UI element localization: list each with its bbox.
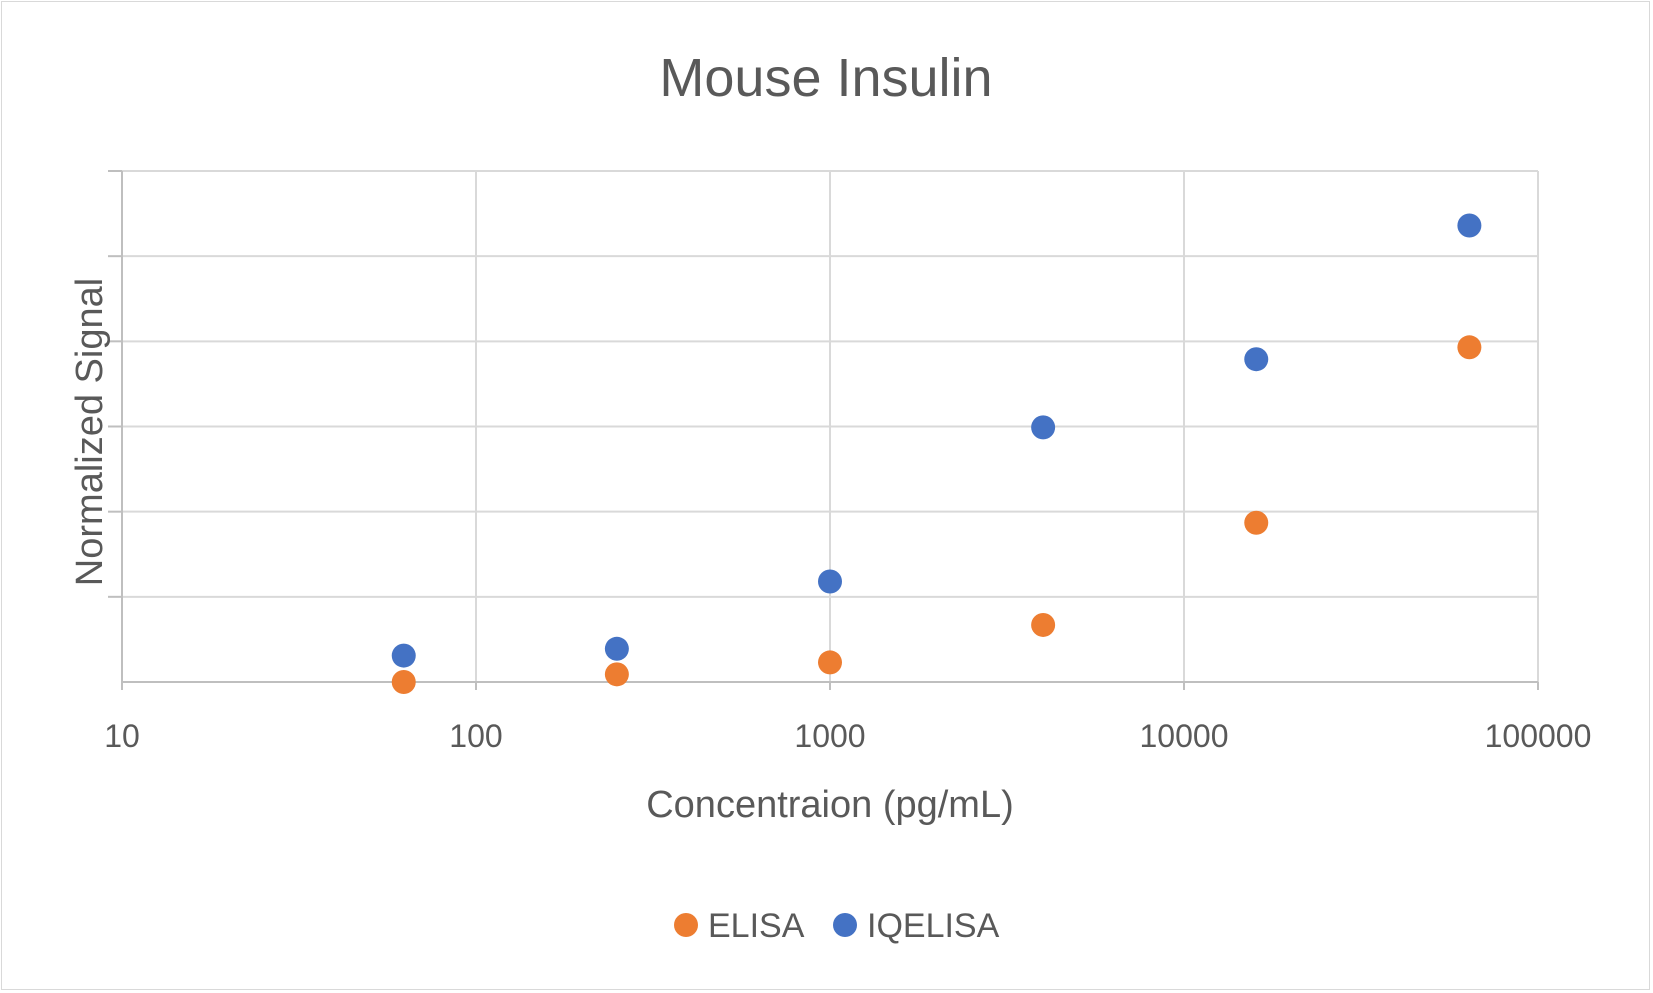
elisa-point [818, 650, 842, 675]
elisa-point [1031, 612, 1056, 637]
x-tick-label: 10000 [1140, 718, 1229, 754]
iqelisa-point [1244, 347, 1269, 372]
elisa-point [604, 662, 629, 687]
elisa-point [391, 670, 416, 694]
legend-label: ELISA [708, 907, 805, 945]
data-points [391, 213, 1482, 694]
x-tick-label: 100 [449, 718, 502, 754]
iqelisa-point [1457, 213, 1482, 238]
x-tick-label: 100000 [1485, 718, 1592, 754]
x-tick-labels: 10 100 1000 10000 100000 [104, 718, 1591, 754]
legend-marker [674, 913, 698, 937]
legend-label: IQELISA [867, 907, 1000, 945]
elisa-point [1244, 510, 1269, 535]
iqelisa-point [604, 636, 629, 661]
elisa-point [1457, 335, 1482, 360]
axes [108, 170, 1539, 690]
x-axis-title: Concentraion (pg/mL) [646, 784, 1014, 826]
x-tick-label: 1000 [794, 718, 865, 754]
y-axis-title: Normalized Signal [69, 278, 111, 586]
iqelisa-point [818, 569, 842, 594]
grid [122, 170, 1539, 682]
x-tick-label: 10 [104, 718, 140, 754]
legend-item-iqelisa: IQELISA [833, 907, 1000, 945]
legend-item-elisa: ELISA [674, 907, 805, 945]
legend-marker [833, 913, 857, 937]
chart-title: Mouse Insulin [659, 48, 992, 108]
iqelisa-point [1031, 415, 1056, 440]
legend: ELISA IQELISA [674, 907, 1000, 945]
iqelisa-point [391, 643, 416, 668]
